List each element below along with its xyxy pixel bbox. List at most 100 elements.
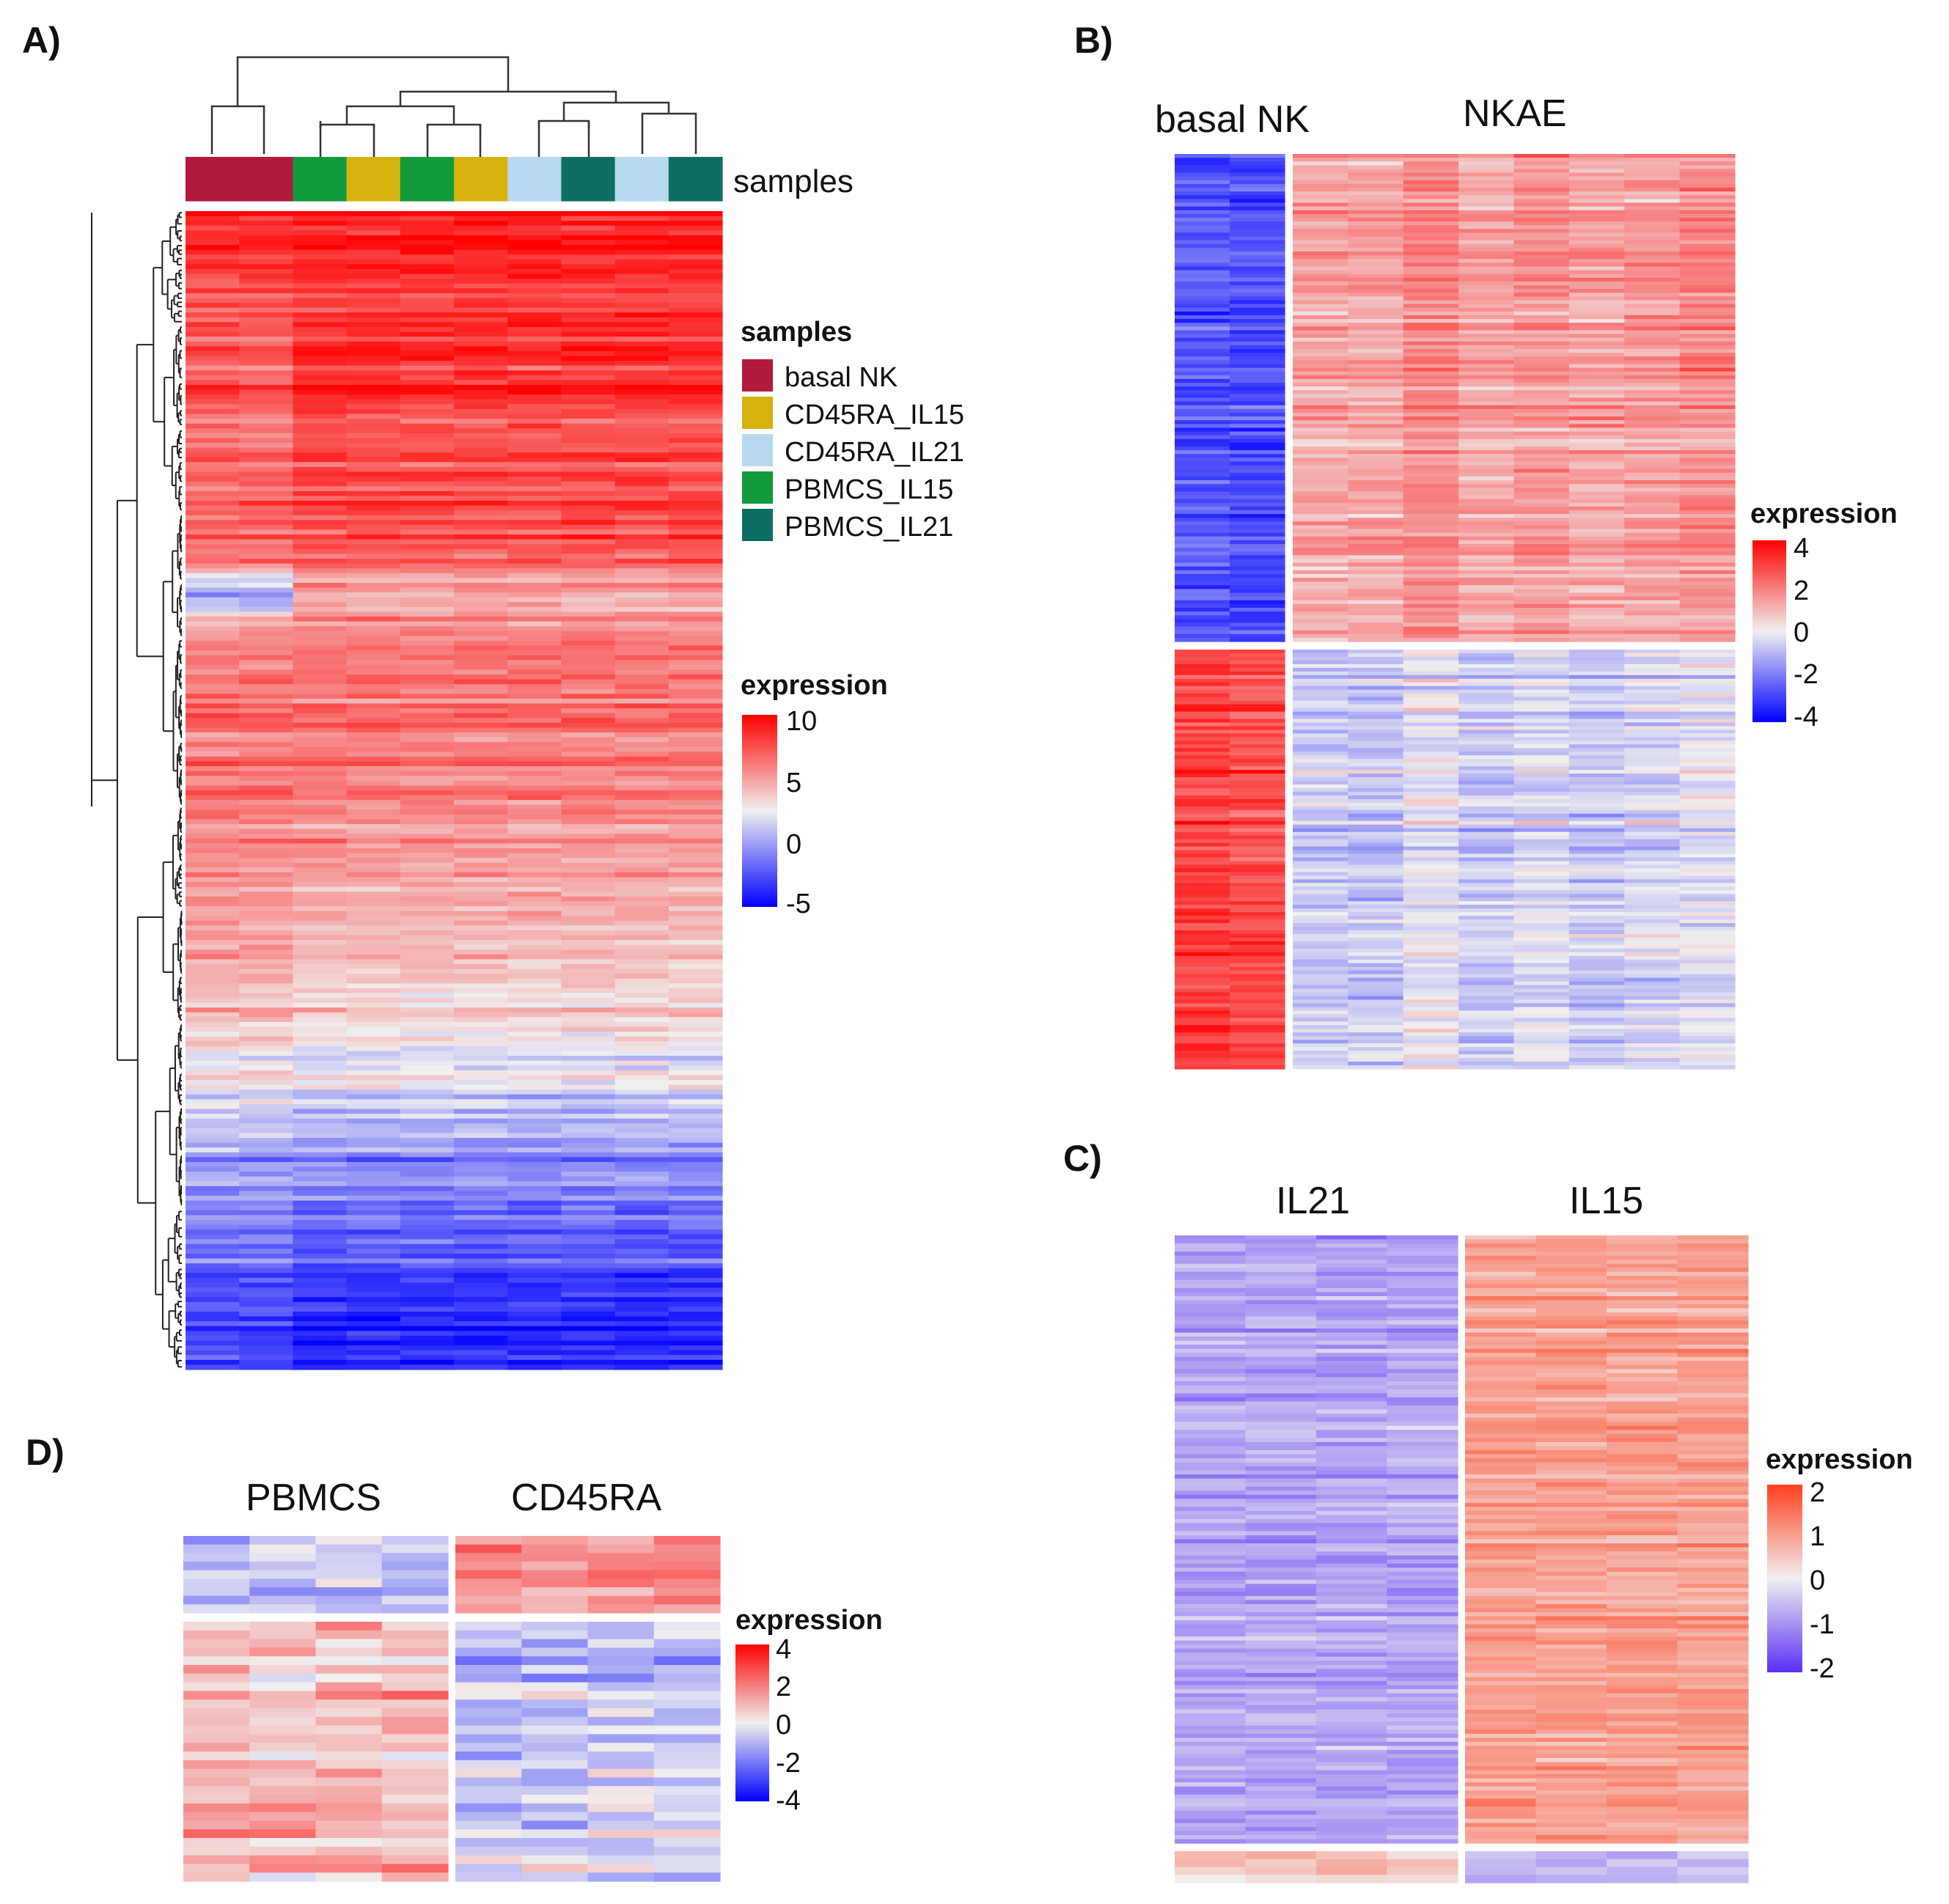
heatmap-cell [507,554,562,559]
heatmap-cell [293,949,348,955]
heatmap-cell [668,713,723,718]
heatmap-cell [1679,824,1736,829]
heatmap-cell [668,1350,723,1356]
heatmap-cell [186,1297,240,1303]
heatmap-cell [346,790,401,796]
heatmap-cell [1403,529,1459,534]
heatmap-cell [239,993,293,999]
heatmap-cell [1679,704,1736,709]
heatmap-cell [239,490,293,497]
heatmap-cell [400,501,455,507]
heatmap-cell [186,269,240,275]
heatmap-cell [561,795,616,801]
heatmap-cell [668,1219,723,1226]
heatmap-cell [1293,461,1348,466]
heatmap-cell [1513,715,1570,720]
heatmap-cell [186,892,240,897]
heatmap-cell [239,1109,293,1114]
heatmap-cell [1230,281,1285,286]
heatmap-cell [1568,536,1625,541]
heatmap-cell [186,800,240,806]
heatmap-cell [1458,341,1515,346]
heatmap-cell [1293,798,1348,804]
heatmap-cell [400,279,455,284]
heatmap-cell [1348,711,1404,716]
heatmap-cell [239,568,293,574]
heatmap-cell [400,1114,455,1120]
heatmap-cell [1403,626,1459,631]
heatmap-cell [346,1118,401,1124]
heatmap-cell [507,1128,562,1134]
heatmap-cell [507,1157,562,1163]
heatmap-cell [668,800,723,806]
heatmap-cell [239,380,293,386]
heatmap-cell [1568,842,1625,848]
heatmap-cell [507,882,562,888]
heatmap-cell [454,573,508,578]
heatmap-cell [1403,266,1459,271]
heatmap-cell [1403,689,1459,694]
heatmap-cell [186,249,240,255]
heatmap-cell [346,916,401,922]
heatmap-cell [561,245,616,251]
heatmap-cell [293,1147,348,1153]
annotation-cell [668,157,723,202]
heatmap-cell [293,1099,348,1105]
heatmap-cell [1513,383,1570,387]
heatmap-cell [507,438,562,444]
heatmap-cell [1348,846,1404,851]
heatmap-cell [1403,678,1459,683]
heatmap-cell [507,331,562,337]
heatmap-cell [561,935,616,941]
annotation-cell [507,157,562,202]
heatmap-cell [1293,465,1348,470]
heatmap-cell [507,660,562,666]
heatmap-cell [293,413,348,419]
heatmap-cell [507,1080,562,1086]
heatmap-cell [186,1138,240,1144]
heatmap-cell [614,1210,669,1216]
heatmap-cell [1624,704,1681,709]
heatmap-cell [400,1234,455,1240]
heatmap-cell [1348,225,1404,229]
heatmap-cell [1230,755,1285,760]
heatmap-cell [239,433,293,439]
heatmap-cell [1230,206,1285,211]
heatmap-cell [1513,817,1570,822]
heatmap-cell [1513,733,1570,738]
heatmap-cell [1568,251,1625,256]
heatmap-cell [1230,243,1285,249]
heatmap-cell [507,399,562,405]
heatmap-cell [614,804,669,810]
heatmap-cell [1175,660,1230,665]
heatmap-cell [1679,484,1736,488]
heatmap-cell [454,428,508,434]
heatmap-cell [346,766,401,772]
heatmap-cell [1348,495,1404,500]
heatmap-cell [400,848,455,854]
heatmap-cell [454,1176,508,1182]
heatmap-cell [561,1133,616,1139]
heatmap-cell [1403,600,1459,605]
heatmap-cell [1458,454,1515,458]
heatmap-cell [1230,581,1285,586]
heatmap-cell [1679,371,1736,376]
heatmap-cell [1568,438,1625,444]
heatmap-cell [1624,777,1681,782]
heatmap-cell [346,669,401,675]
heatmap-cell [400,1089,455,1095]
heatmap-cell [454,1026,508,1032]
heatmap-cell [668,568,723,574]
heatmap-cell [1458,180,1515,185]
heatmap-cell [346,1103,401,1110]
heatmap-cell [507,365,562,371]
heatmap-cell [1458,532,1515,537]
heatmap-cell [614,1084,669,1090]
heatmap-cell [507,1258,562,1264]
heatmap-cell [1348,454,1404,458]
heatmap-cell [1175,416,1230,421]
heatmap-cell [1624,424,1681,429]
heatmap-cell [346,452,401,458]
heatmap-cell [239,901,293,907]
heatmap-cell [1568,633,1625,639]
